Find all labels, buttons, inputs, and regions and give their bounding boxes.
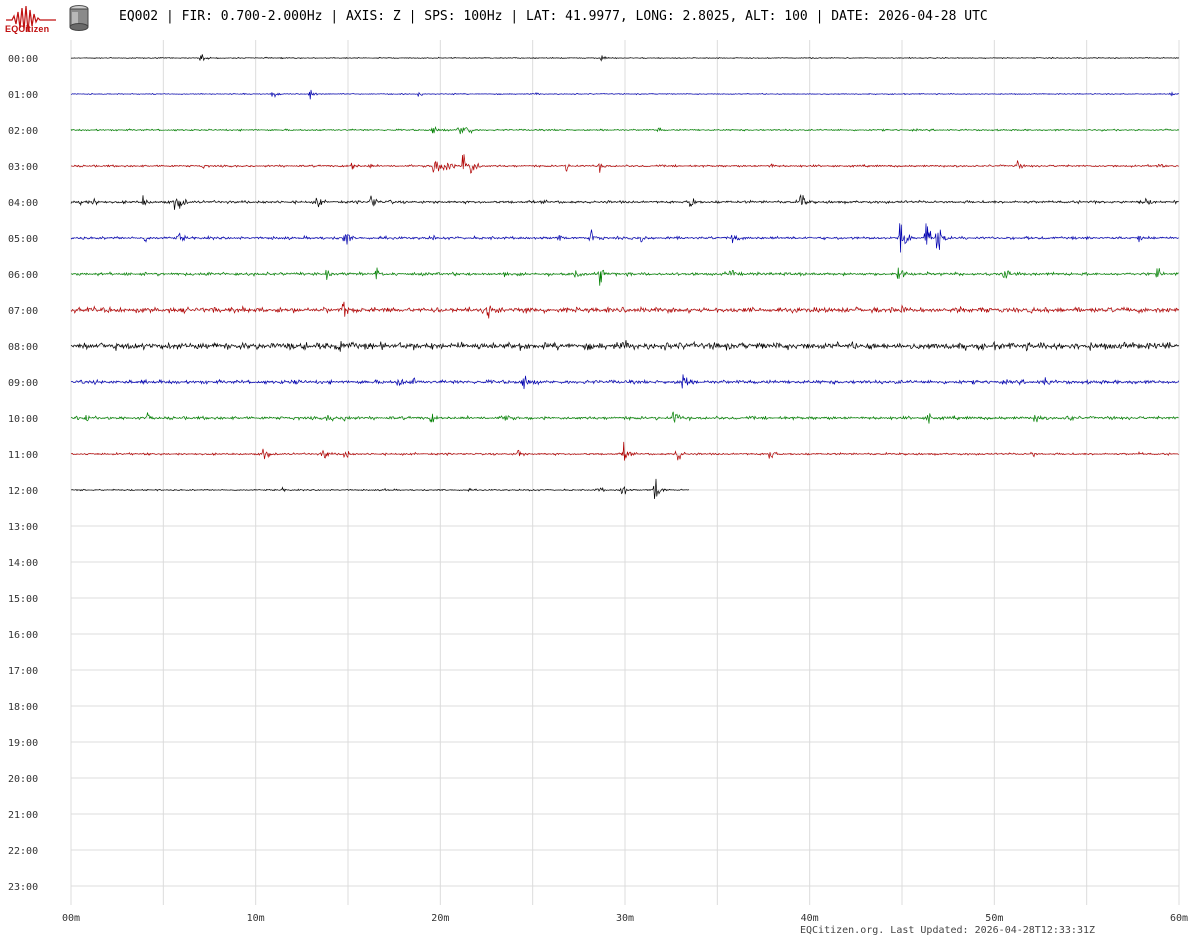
trace-0400 (70, 194, 1179, 210)
minute-tick-label: 50m (985, 913, 1003, 924)
minute-axis-labels: 00m 10m 20m 30m 40m 50m 60m (62, 913, 1188, 924)
minute-tick-label: 00m (62, 913, 80, 924)
hour-label: 22:00 (8, 846, 38, 857)
trace-1100 (70, 441, 1179, 461)
hour-label: 12:00 (8, 486, 38, 497)
hour-label: 02:00 (8, 126, 38, 137)
chart-grid (70, 40, 1180, 905)
hour-label: 20:00 (8, 774, 38, 785)
hour-label: 21:00 (8, 810, 38, 821)
minute-tick-label: 20m (431, 913, 449, 924)
sensor-device-icon (69, 5, 89, 31)
eqcitizen-logo (6, 5, 56, 33)
trace-0800 (70, 340, 1180, 352)
trace-1200 (70, 478, 690, 500)
trace-0200 (70, 125, 1180, 135)
hour-label: 23:00 (8, 882, 38, 893)
chart-traces (70, 54, 1180, 500)
minute-tick-label: 60m (1170, 913, 1188, 924)
minute-tick-label: 10m (247, 913, 265, 924)
hour-label: 07:00 (8, 306, 38, 317)
minute-tick-label: 30m (616, 913, 634, 924)
hour-label: 15:00 (8, 594, 38, 605)
hour-label: 18:00 (8, 702, 38, 713)
hour-label: 14:00 (8, 558, 38, 569)
trace-1000 (70, 411, 1179, 424)
hour-label: 17:00 (8, 666, 38, 677)
hour-label: 06:00 (8, 270, 38, 281)
trace-0000 (70, 54, 1180, 62)
station-header: EQ002 | FIR: 0.700-2.000Hz | AXIS: Z | S… (119, 9, 988, 24)
last-updated-footer: EQCitizen.org. Last Updated: 2026-04-28T… (800, 925, 1096, 936)
hour-label: 03:00 (8, 162, 38, 173)
hour-label: 08:00 (8, 342, 38, 353)
hour-axis-labels: 00:00 01:00 02:00 03:00 04:00 05:00 06:00 07:00… (8, 54, 38, 893)
hour-label: 09:00 (8, 378, 38, 389)
trace-0500 (70, 223, 1179, 253)
hour-label: 04:00 (8, 198, 38, 209)
trace-0600 (70, 267, 1179, 286)
hour-label: 13:00 (8, 522, 38, 533)
hour-label: 00:00 (8, 54, 38, 65)
logo-text: EQCitizen (5, 24, 50, 34)
hour-label: 10:00 (8, 414, 38, 425)
hour-label: 19:00 (8, 738, 38, 749)
hour-label: 01:00 (8, 90, 38, 101)
hour-label: 05:00 (8, 234, 38, 245)
hour-label: 11:00 (8, 450, 38, 461)
trace-0900 (70, 374, 1180, 390)
trace-0700 (70, 301, 1180, 319)
minute-tick-label: 40m (801, 913, 819, 924)
hour-label: 16:00 (8, 630, 38, 641)
trace-0300 (70, 154, 1179, 174)
trace-0100 (70, 89, 1179, 100)
